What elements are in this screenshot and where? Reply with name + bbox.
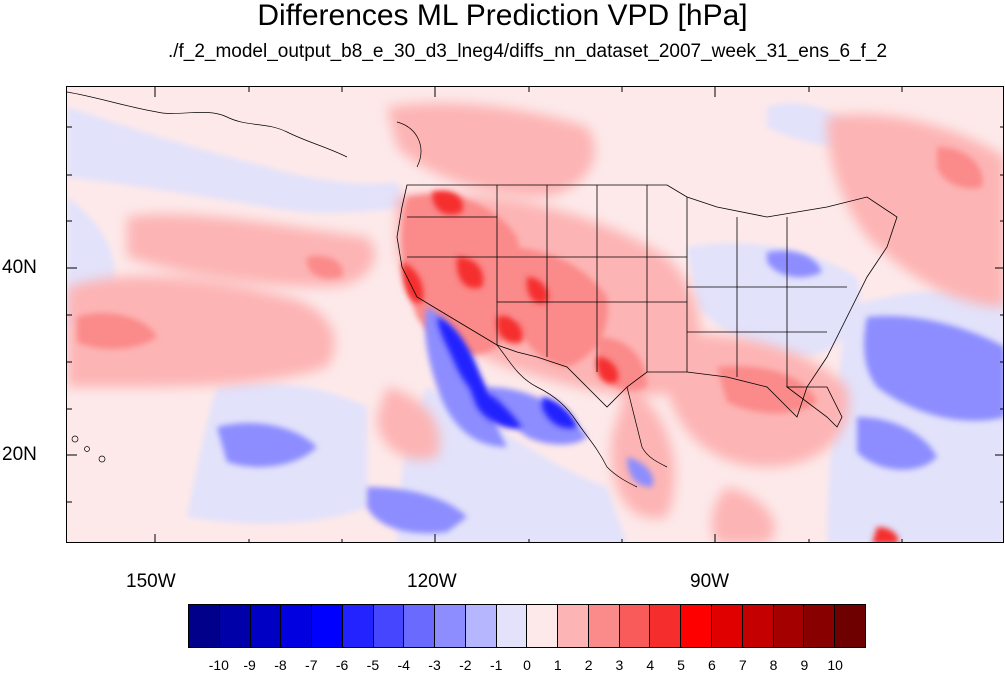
colorbar-swatch xyxy=(742,605,774,647)
colorbar-tick-label: -1 xyxy=(489,657,503,673)
axis-ticks xyxy=(67,87,1003,542)
lon-label-150w: 150W xyxy=(126,571,176,592)
colorbar-swatch xyxy=(312,605,343,647)
colorbar-tick-label: 10 xyxy=(827,657,843,673)
colorbar-tick-label: 6 xyxy=(708,657,716,673)
us-boundaries xyxy=(396,184,898,428)
colorbar-tick-label: 7 xyxy=(738,657,747,673)
colorbar-swatch xyxy=(496,605,528,647)
colorbar-swatch xyxy=(588,605,620,647)
colorbar-tick-label: 1 xyxy=(553,657,562,673)
positive-anomaly-strong xyxy=(402,190,899,542)
colorbar-swatch xyxy=(527,605,559,647)
colorbar-tick-label: -3 xyxy=(428,657,441,673)
lat-label-40n: 40N xyxy=(2,257,37,278)
colorbar-swatch xyxy=(342,605,374,647)
negative-anomaly-strong xyxy=(437,317,577,429)
colorbar-swatch xyxy=(619,605,651,647)
colorbar-swatch xyxy=(281,605,313,647)
mexico-coast xyxy=(496,344,668,488)
colorbar-swatch xyxy=(435,605,466,647)
colorbar-tick-label: 3 xyxy=(615,657,624,673)
lon-label-120w: 120W xyxy=(407,571,457,592)
colorbar-swatch xyxy=(804,605,836,647)
colorbar-swatch xyxy=(250,605,282,647)
colorbar-swatch xyxy=(712,605,743,647)
colorbar-tick-label: 2 xyxy=(584,657,593,673)
colorbar-swatch xyxy=(219,605,251,647)
colorbar-swatch xyxy=(558,605,589,647)
colorbar-labels: -10 -9 -8 -7 -6 -5 -4 -3 -2 -1 0 1 2 3 4 5 6 7 8 9 10 xyxy=(0,657,1005,673)
north-coast xyxy=(67,91,422,168)
colorbar-swatch xyxy=(681,605,713,647)
colorbar-swatch xyxy=(373,605,405,647)
colorbar-tick-label: -9 xyxy=(243,657,256,673)
colorbar-tick-label: 0 xyxy=(523,657,531,673)
colorbar-tick-label: -8 xyxy=(274,657,287,673)
colorbar-tick-label: 8 xyxy=(769,657,778,673)
colorbar-swatch xyxy=(650,605,682,647)
colorbar-tick-label: 4 xyxy=(646,657,655,673)
colorbar-swatch xyxy=(773,605,805,647)
colorbar-swatch xyxy=(404,605,436,647)
colorbar-tick-label: 9 xyxy=(800,657,809,673)
colorbar-tick-label: -6 xyxy=(335,657,349,673)
colorbar-swatch xyxy=(835,605,865,647)
lat-label-20n: 20N xyxy=(2,444,37,465)
map-subtitle: ./f_2_model_output_b8_e_30_d3_lneg4/diff… xyxy=(167,41,888,62)
colorbar-tick-label: 5 xyxy=(677,657,685,673)
hawaii-islands xyxy=(71,435,106,463)
colorbar-tick-label: -7 xyxy=(305,657,318,673)
difference-field-map xyxy=(67,87,1003,542)
map-panel xyxy=(66,86,1004,543)
map-title: Differences ML Prediction VPD [hPa] xyxy=(257,0,748,32)
colorbar-tick-label: -4 xyxy=(397,657,410,673)
colorbar-swatch xyxy=(189,605,220,647)
lon-label-90w: 90W xyxy=(690,571,730,592)
colorbar xyxy=(188,604,866,648)
colorbar-tick-label: -2 xyxy=(459,657,472,673)
colorbar-tick-label: -5 xyxy=(366,657,380,673)
colorbar-swatch xyxy=(465,605,497,647)
colorbar-tick-label: -10 xyxy=(208,657,229,673)
